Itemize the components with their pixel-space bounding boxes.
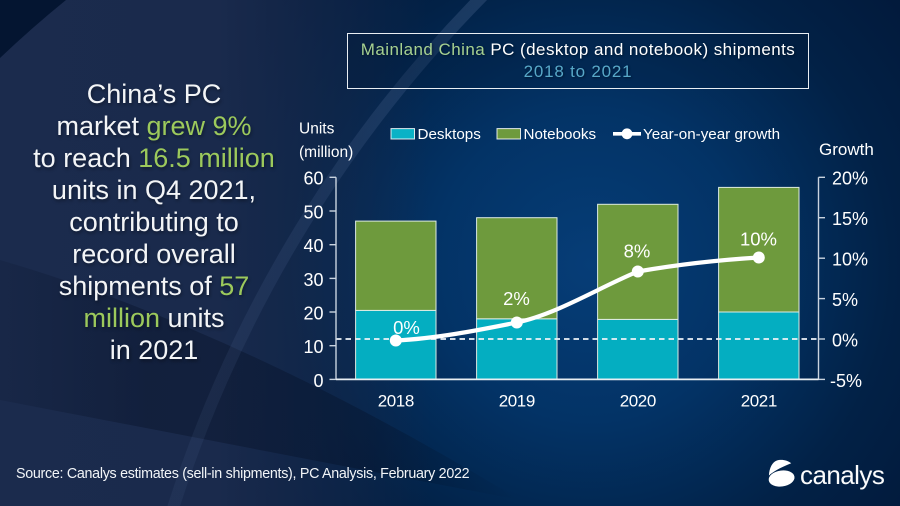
svg-text:Year-on-year growth: Year-on-year growth: [643, 126, 780, 143]
svg-text:30: 30: [303, 270, 323, 290]
svg-text:Desktops: Desktops: [418, 126, 482, 143]
svg-text:60: 60: [303, 169, 323, 189]
svg-text:0: 0: [313, 371, 323, 391]
svg-text:Notebooks: Notebooks: [524, 126, 597, 143]
svg-text:50: 50: [303, 202, 323, 222]
svg-text:(million): (million): [299, 144, 353, 161]
svg-text:2020: 2020: [620, 392, 656, 411]
svg-text:Growth: Growth: [819, 140, 874, 159]
svg-text:2018: 2018: [378, 392, 414, 411]
svg-text:0%: 0%: [832, 330, 858, 350]
svg-text:10: 10: [303, 337, 323, 357]
svg-text:2019: 2019: [499, 392, 535, 411]
svg-text:2%: 2%: [503, 288, 530, 309]
svg-text:15%: 15%: [832, 209, 868, 229]
svg-text:8%: 8%: [624, 241, 651, 262]
svg-text:0%: 0%: [393, 317, 420, 338]
svg-text:40: 40: [303, 236, 323, 256]
svg-text:-5%: -5%: [830, 371, 862, 391]
svg-text:5%: 5%: [832, 290, 858, 310]
svg-text:2021: 2021: [741, 392, 777, 411]
svg-text:10%: 10%: [832, 250, 868, 270]
svg-text:10%: 10%: [740, 229, 777, 250]
svg-text:Units: Units: [299, 121, 335, 138]
svg-text:20: 20: [303, 303, 323, 323]
svg-text:canalys: canalys: [800, 460, 885, 490]
svg-text:20%: 20%: [832, 169, 868, 189]
